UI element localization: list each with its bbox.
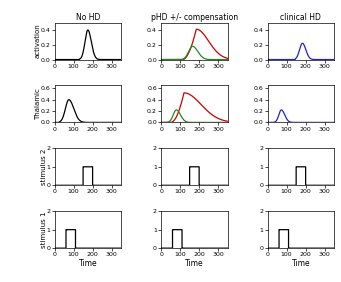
Y-axis label: Thalamic: Thalamic [35,88,41,120]
Y-axis label: stimulus 2: stimulus 2 [41,149,47,185]
X-axis label: Time: Time [78,259,97,268]
X-axis label: Time: Time [292,259,310,268]
Title: No HD: No HD [76,13,100,22]
Y-axis label: stimulus 1: stimulus 1 [41,212,47,248]
Title: clinical HD: clinical HD [280,13,321,22]
Title: pHD +/- compensation: pHD +/- compensation [151,13,238,22]
Y-axis label: activation: activation [35,24,41,58]
X-axis label: Time: Time [185,259,204,268]
